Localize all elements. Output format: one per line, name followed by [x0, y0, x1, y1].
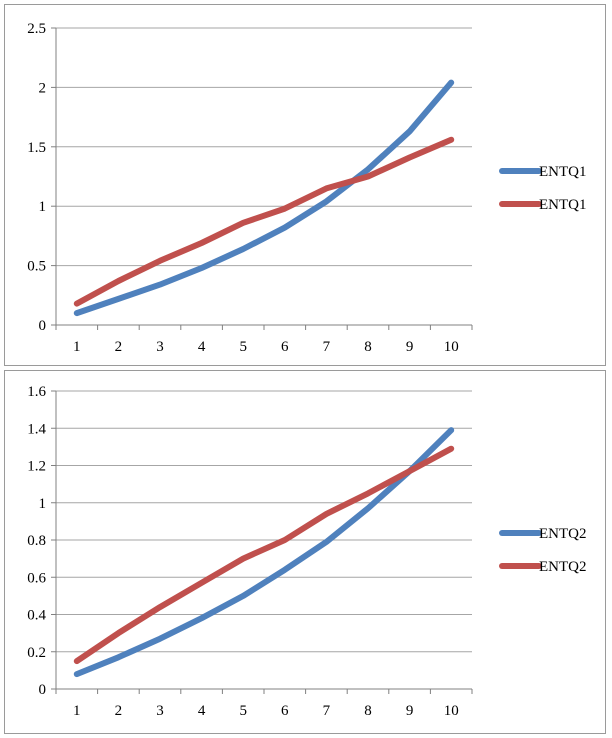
y-tick-label: 2	[39, 80, 47, 96]
y-tick-label: 1	[39, 199, 47, 215]
y-tick-label: 2.5	[27, 21, 46, 37]
x-tick-label: 7	[323, 339, 331, 355]
series-line-1	[73, 79, 455, 317]
x-tick-label: 4	[198, 703, 206, 719]
x-tick-label: 8	[364, 339, 372, 355]
x-tick-label: 5	[239, 339, 247, 355]
line-chart-1: 0 0.5 1 1.5 2 2.5 1 2 3 4 5 6 7 8 9 10 ENTQ1 ENTQ1	[27, 21, 587, 355]
series-line-2	[73, 136, 455, 307]
x-tick-label: 6	[281, 339, 289, 355]
line-chart-2: 0 0.2 0.4 0.6 0.8 1 1.2 1.4 1.6 1 2 3 4 5 6 7 8 9 10 ENTQ2 E…	[27, 384, 587, 719]
series-line-1	[73, 427, 455, 678]
chart-panel-1: 0 0.5 1 1.5 2 2.5 1 2 3 4 5 6 7 8 9 10 ENTQ1 ENTQ1	[4, 4, 606, 366]
x-tick-label: 5	[239, 703, 247, 719]
x-tick-label: 4	[198, 339, 206, 355]
y-tick-label: 0.5	[27, 259, 46, 275]
chart-panel-2: 0 0.2 0.4 0.6 0.8 1 1.2 1.4 1.6 1 2 3 4 5 6 7 8 9 10 ENTQ2 E…	[4, 370, 606, 734]
x-tick-label: 2	[115, 339, 123, 355]
x-tick-label: 8	[364, 703, 372, 719]
legend-label: ENTQ1	[539, 164, 587, 180]
y-tick-label: 1.2	[27, 459, 46, 475]
y-tick-label: 0.6	[27, 570, 46, 586]
x-tick-label: 2	[115, 703, 123, 719]
legend-label: ENTQ2	[539, 559, 587, 575]
x-tick-label: 1	[73, 703, 81, 719]
x-tick-label: 3	[156, 339, 164, 355]
y-tick-label: 0.2	[27, 645, 46, 661]
x-tick-label: 9	[406, 703, 414, 719]
x-tick-label: 3	[156, 703, 164, 719]
y-tick-label: 1.4	[27, 421, 46, 437]
x-tick-label: 10	[444, 339, 459, 355]
legend-label: ENTQ2	[539, 526, 587, 542]
y-tick-label: 0.4	[27, 608, 46, 624]
x-tick-label: 1	[73, 339, 81, 355]
y-tick-label: 0	[39, 318, 47, 334]
y-tick-label: 1.5	[27, 140, 46, 156]
x-tick-label: 9	[406, 339, 414, 355]
y-tick-label: 0.8	[27, 533, 46, 549]
legend-label: ENTQ1	[539, 197, 587, 213]
x-tick-label: 6	[281, 703, 289, 719]
y-tick-label: 1.6	[27, 384, 46, 400]
x-tick-label: 7	[323, 703, 331, 719]
x-tick-label: 10	[444, 703, 459, 719]
y-tick-label: 1	[39, 496, 47, 512]
series-line-2	[73, 445, 455, 665]
y-tick-label: 0	[39, 682, 47, 698]
